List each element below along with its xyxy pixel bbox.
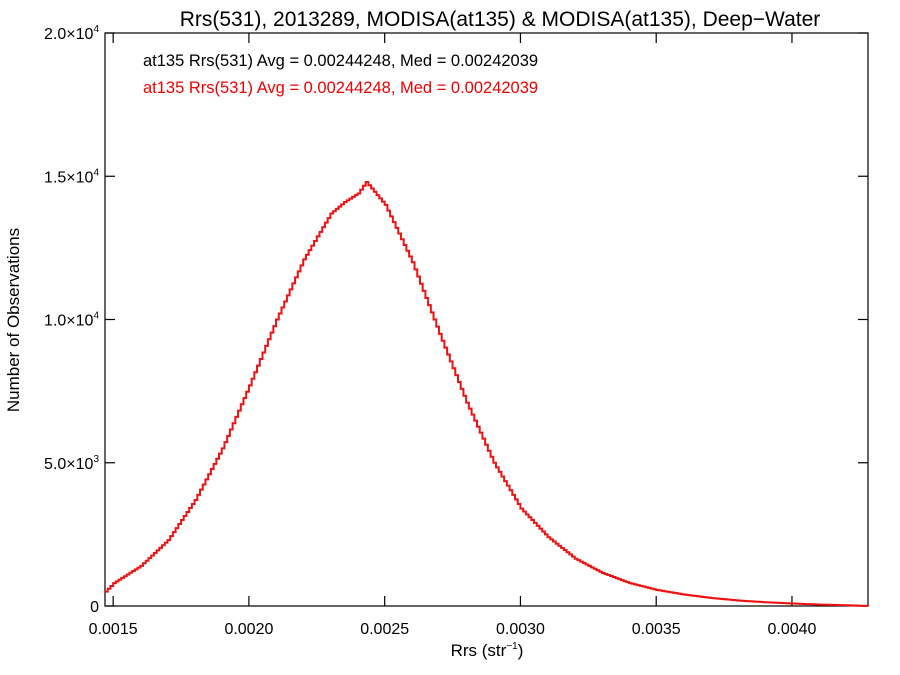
- x-tick-label: 0.0040: [768, 621, 817, 638]
- y-tick-label: 2.0×104: [44, 24, 99, 43]
- x-tick-label: 0.0035: [632, 621, 681, 638]
- histogram-series-line: [105, 180, 869, 607]
- y-tick-label: 1.5×104: [44, 167, 99, 186]
- x-tick-label: 0.0030: [496, 621, 545, 638]
- y-tick-label: 1.0×104: [44, 311, 99, 330]
- chart-title: Rrs(531), 2013289, MODISA(at135) & MODIS…: [180, 8, 821, 31]
- x-tick-label: 0.0020: [224, 621, 273, 638]
- x-axis-ticks: 0.0015 0.0020 0.0025 0.0030 0.0035 0.0040: [89, 33, 817, 638]
- annotation-black: at135 Rrs(531) Avg = 0.00244248, Med = 0…: [143, 52, 538, 70]
- x-axis-title: Rrs (str−1): [451, 641, 524, 660]
- x-tick-label: 0.0015: [89, 621, 138, 638]
- y-axis-title: Number of Observations: [4, 228, 23, 412]
- y-tick-label: 0: [90, 599, 99, 616]
- annotation-red: at135 Rrs(531) Avg = 0.00244248, Med = 0…: [143, 79, 538, 97]
- y-tick-label: 5.0×103: [44, 454, 99, 473]
- y-axis-ticks: 0 5.0×103 1.0×104 1.5×104 2.0×104: [44, 24, 868, 616]
- x-tick-label: 0.0025: [360, 621, 409, 638]
